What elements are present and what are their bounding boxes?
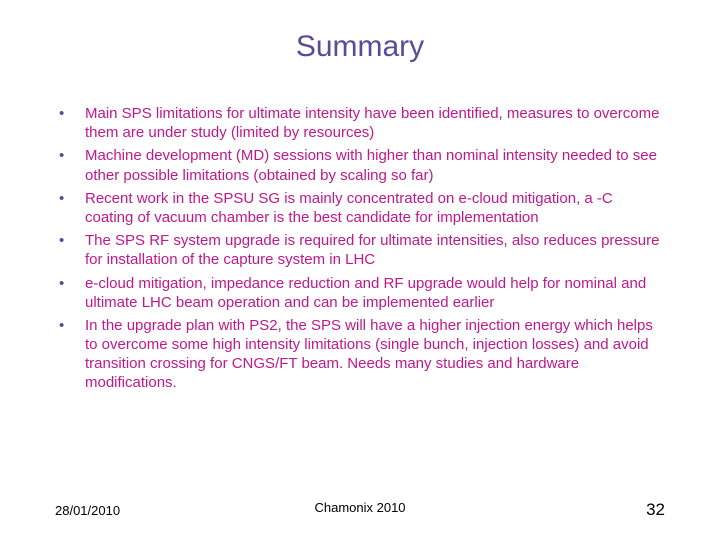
footer: 28/01/2010 Chamonix 2010 32	[55, 500, 665, 520]
bullet-icon: •	[55, 104, 85, 124]
bullet-icon: •	[55, 146, 85, 166]
bullet-icon: •	[55, 189, 85, 209]
list-item: • In the upgrade plan with PS2, the SPS …	[55, 316, 665, 393]
bullet-icon: •	[55, 274, 85, 294]
bullet-text: e-cloud mitigation, impedance reduction …	[85, 274, 665, 312]
bullet-text: The SPS RF system upgrade is required fo…	[85, 231, 665, 269]
page-number: 32	[646, 500, 665, 520]
bullet-text: Machine development (MD) sessions with h…	[85, 146, 665, 184]
list-item: • Machine development (MD) sessions with…	[55, 146, 665, 184]
list-item: • Main SPS limitations for ultimate inte…	[55, 104, 665, 142]
bullet-text: Recent work in the SPSU SG is mainly con…	[85, 189, 665, 227]
list-item: • Recent work in the SPSU SG is mainly c…	[55, 189, 665, 227]
list-item: • The SPS RF system upgrade is required …	[55, 231, 665, 269]
bullet-list: • Main SPS limitations for ultimate inte…	[55, 104, 665, 393]
bullet-text: In the upgrade plan with PS2, the SPS wi…	[85, 316, 665, 393]
slide: Summary • Main SPS limitations for ultim…	[0, 0, 720, 540]
bullet-icon: •	[55, 231, 85, 251]
footer-date: 28/01/2010	[55, 503, 120, 518]
bullet-icon: •	[55, 316, 85, 336]
footer-center: Chamonix 2010	[314, 500, 405, 515]
page-title: Summary	[55, 30, 665, 64]
bullet-text: Main SPS limitations for ultimate intens…	[85, 104, 665, 142]
list-item: • e-cloud mitigation, impedance reductio…	[55, 274, 665, 312]
